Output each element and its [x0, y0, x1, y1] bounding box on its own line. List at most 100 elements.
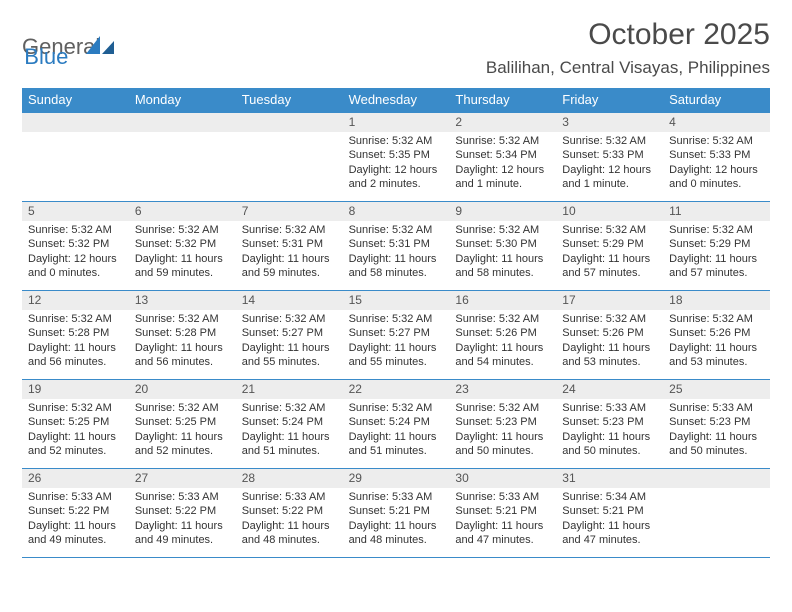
- day-number: 7: [236, 202, 343, 221]
- sunrise-line: Sunrise: 5:32 AM: [349, 134, 444, 148]
- day-detail: Sunrise: 5:32 AMSunset: 5:26 PMDaylight:…: [449, 310, 556, 372]
- sunset-line: Sunset: 5:22 PM: [135, 504, 230, 518]
- sunrise-line: Sunrise: 5:32 AM: [135, 223, 230, 237]
- sunrise-line: Sunrise: 5:32 AM: [135, 401, 230, 415]
- daylight-line: Daylight: 12 hours and 1 minute.: [455, 163, 550, 191]
- calendar-day-cell: 10Sunrise: 5:32 AMSunset: 5:29 PMDayligh…: [556, 202, 663, 290]
- daylight-line: Daylight: 11 hours and 57 minutes.: [669, 252, 764, 280]
- location-subtitle: Balilihan, Central Visayas, Philippines: [486, 58, 770, 78]
- page-title: October 2025: [486, 18, 770, 52]
- day-number: 27: [129, 469, 236, 488]
- daylight-line: Daylight: 11 hours and 55 minutes.: [349, 341, 444, 369]
- sunset-line: Sunset: 5:31 PM: [242, 237, 337, 251]
- day-number: 24: [556, 380, 663, 399]
- day-detail: Sunrise: 5:34 AMSunset: 5:21 PMDaylight:…: [556, 488, 663, 550]
- day-detail: Sunrise: 5:32 AMSunset: 5:24 PMDaylight:…: [343, 399, 450, 461]
- daylight-line: Daylight: 12 hours and 2 minutes.: [349, 163, 444, 191]
- calendar-day-cell: 14Sunrise: 5:32 AMSunset: 5:27 PMDayligh…: [236, 291, 343, 379]
- daylight-line: Daylight: 12 hours and 0 minutes.: [669, 163, 764, 191]
- day-number: 8: [343, 202, 450, 221]
- sunrise-line: Sunrise: 5:34 AM: [562, 490, 657, 504]
- sunset-line: Sunset: 5:26 PM: [669, 326, 764, 340]
- sunset-line: Sunset: 5:25 PM: [28, 415, 123, 429]
- calendar-day-cell: 29Sunrise: 5:33 AMSunset: 5:21 PMDayligh…: [343, 469, 450, 557]
- day-detail: Sunrise: 5:32 AMSunset: 5:31 PMDaylight:…: [236, 221, 343, 283]
- daylight-line: Daylight: 11 hours and 58 minutes.: [349, 252, 444, 280]
- day-detail: Sunrise: 5:32 AMSunset: 5:27 PMDaylight:…: [343, 310, 450, 372]
- calendar-day-cell: 23Sunrise: 5:32 AMSunset: 5:23 PMDayligh…: [449, 380, 556, 468]
- daylight-line: Daylight: 11 hours and 50 minutes.: [669, 430, 764, 458]
- sunset-line: Sunset: 5:28 PM: [28, 326, 123, 340]
- calendar-day-cell: 8Sunrise: 5:32 AMSunset: 5:31 PMDaylight…: [343, 202, 450, 290]
- sunset-line: Sunset: 5:32 PM: [135, 237, 230, 251]
- sunset-line: Sunset: 5:22 PM: [242, 504, 337, 518]
- daylight-line: Daylight: 11 hours and 52 minutes.: [135, 430, 230, 458]
- sunrise-line: Sunrise: 5:33 AM: [135, 490, 230, 504]
- daylight-line: Daylight: 11 hours and 48 minutes.: [349, 519, 444, 547]
- calendar-day-cell: 2Sunrise: 5:32 AMSunset: 5:34 PMDaylight…: [449, 113, 556, 201]
- day-detail: Sunrise: 5:33 AMSunset: 5:23 PMDaylight:…: [663, 399, 770, 461]
- day-number: 9: [449, 202, 556, 221]
- sunrise-line: Sunrise: 5:33 AM: [349, 490, 444, 504]
- sunrise-line: Sunrise: 5:33 AM: [242, 490, 337, 504]
- day-detail: Sunrise: 5:32 AMSunset: 5:33 PMDaylight:…: [556, 132, 663, 194]
- day-detail: Sunrise: 5:32 AMSunset: 5:35 PMDaylight:…: [343, 132, 450, 194]
- day-detail: Sunrise: 5:32 AMSunset: 5:26 PMDaylight:…: [556, 310, 663, 372]
- daylight-line: Daylight: 11 hours and 59 minutes.: [242, 252, 337, 280]
- calendar-day-cell: 27Sunrise: 5:33 AMSunset: 5:22 PMDayligh…: [129, 469, 236, 557]
- sunrise-line: Sunrise: 5:32 AM: [28, 312, 123, 326]
- daylight-line: Daylight: 11 hours and 55 minutes.: [242, 341, 337, 369]
- calendar-day-cell: 22Sunrise: 5:32 AMSunset: 5:24 PMDayligh…: [343, 380, 450, 468]
- page-header: General Blue October 2025 Balilihan, Cen…: [22, 18, 770, 78]
- title-block: October 2025 Balilihan, Central Visayas,…: [486, 18, 770, 78]
- day-detail: Sunrise: 5:32 AMSunset: 5:27 PMDaylight:…: [236, 310, 343, 372]
- daylight-line: Daylight: 11 hours and 57 minutes.: [562, 252, 657, 280]
- calendar-week-row: 5Sunrise: 5:32 AMSunset: 5:32 PMDaylight…: [22, 201, 770, 290]
- day-number: 18: [663, 291, 770, 310]
- day-detail: Sunrise: 5:32 AMSunset: 5:34 PMDaylight:…: [449, 132, 556, 194]
- day-number: 20: [129, 380, 236, 399]
- sunrise-line: Sunrise: 5:32 AM: [562, 223, 657, 237]
- day-number: 5: [22, 202, 129, 221]
- daylight-line: Daylight: 11 hours and 49 minutes.: [28, 519, 123, 547]
- day-number: 12: [22, 291, 129, 310]
- weekday-header: Friday: [556, 88, 663, 112]
- calendar-day-cell: 31Sunrise: 5:34 AMSunset: 5:21 PMDayligh…: [556, 469, 663, 557]
- calendar-day-cell: 20Sunrise: 5:32 AMSunset: 5:25 PMDayligh…: [129, 380, 236, 468]
- day-detail: Sunrise: 5:32 AMSunset: 5:23 PMDaylight:…: [449, 399, 556, 461]
- day-number: 23: [449, 380, 556, 399]
- day-detail: Sunrise: 5:32 AMSunset: 5:29 PMDaylight:…: [663, 221, 770, 283]
- day-number: 6: [129, 202, 236, 221]
- day-detail: Sunrise: 5:33 AMSunset: 5:21 PMDaylight:…: [449, 488, 556, 550]
- sunset-line: Sunset: 5:22 PM: [28, 504, 123, 518]
- sunrise-line: Sunrise: 5:32 AM: [28, 223, 123, 237]
- daylight-line: Daylight: 11 hours and 47 minutes.: [562, 519, 657, 547]
- daylight-line: Daylight: 11 hours and 56 minutes.: [28, 341, 123, 369]
- sunset-line: Sunset: 5:21 PM: [562, 504, 657, 518]
- calendar-day-cell: 21Sunrise: 5:32 AMSunset: 5:24 PMDayligh…: [236, 380, 343, 468]
- calendar-day-cell: 19Sunrise: 5:32 AMSunset: 5:25 PMDayligh…: [22, 380, 129, 468]
- daylight-line: Daylight: 11 hours and 56 minutes.: [135, 341, 230, 369]
- day-number: [236, 113, 343, 132]
- daylight-line: Daylight: 11 hours and 50 minutes.: [562, 430, 657, 458]
- day-number: 31: [556, 469, 663, 488]
- day-number: 28: [236, 469, 343, 488]
- calendar-day-cell: 28Sunrise: 5:33 AMSunset: 5:22 PMDayligh…: [236, 469, 343, 557]
- daylight-line: Daylight: 11 hours and 58 minutes.: [455, 252, 550, 280]
- day-detail: Sunrise: 5:32 AMSunset: 5:32 PMDaylight:…: [129, 221, 236, 283]
- day-detail: Sunrise: 5:33 AMSunset: 5:22 PMDaylight:…: [236, 488, 343, 550]
- sunrise-line: Sunrise: 5:32 AM: [242, 401, 337, 415]
- daylight-line: Daylight: 12 hours and 1 minute.: [562, 163, 657, 191]
- day-number: 14: [236, 291, 343, 310]
- sunrise-line: Sunrise: 5:32 AM: [242, 223, 337, 237]
- day-number: 19: [22, 380, 129, 399]
- day-number: 29: [343, 469, 450, 488]
- logo-sail-icon: [86, 36, 114, 54]
- calendar-day-cell: 4Sunrise: 5:32 AMSunset: 5:33 PMDaylight…: [663, 113, 770, 201]
- daylight-line: Daylight: 11 hours and 50 minutes.: [455, 430, 550, 458]
- day-number: [663, 469, 770, 488]
- day-number: 30: [449, 469, 556, 488]
- sunrise-line: Sunrise: 5:32 AM: [135, 312, 230, 326]
- day-detail: Sunrise: 5:33 AMSunset: 5:22 PMDaylight:…: [129, 488, 236, 550]
- sunset-line: Sunset: 5:27 PM: [349, 326, 444, 340]
